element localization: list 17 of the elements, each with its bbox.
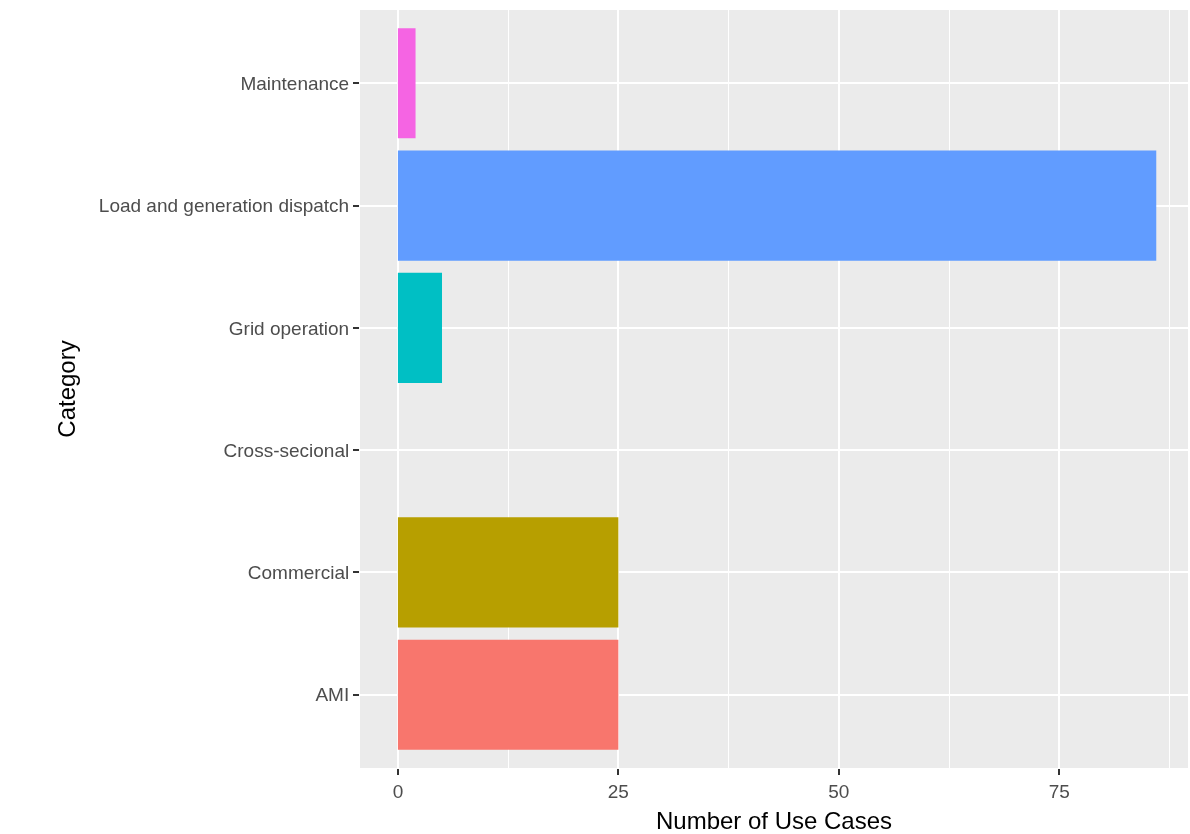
bar [397, 639, 619, 750]
bar [397, 28, 416, 139]
bar [397, 150, 1157, 261]
y-tick-label: Grid operation [228, 317, 350, 339]
y-tick-label: Maintenance [240, 73, 350, 94]
y-tick-label: AMI [315, 684, 350, 706]
x-tick-label: 75 [1048, 780, 1070, 802]
y-axis-title: Category [52, 340, 80, 438]
x-tick-label: 25 [607, 780, 629, 802]
x-tick-label: 50 [828, 780, 850, 802]
y-tick-label: Load and generation dispatch [98, 195, 350, 217]
y-tick-label: Cross-secional [223, 439, 350, 461]
bar [397, 517, 619, 628]
x-axis-title: Number of Use Cases [655, 807, 893, 834]
bar [397, 272, 443, 383]
y-tick-label: Commercial [247, 562, 350, 584]
x-tick-label: 0 [392, 780, 404, 802]
